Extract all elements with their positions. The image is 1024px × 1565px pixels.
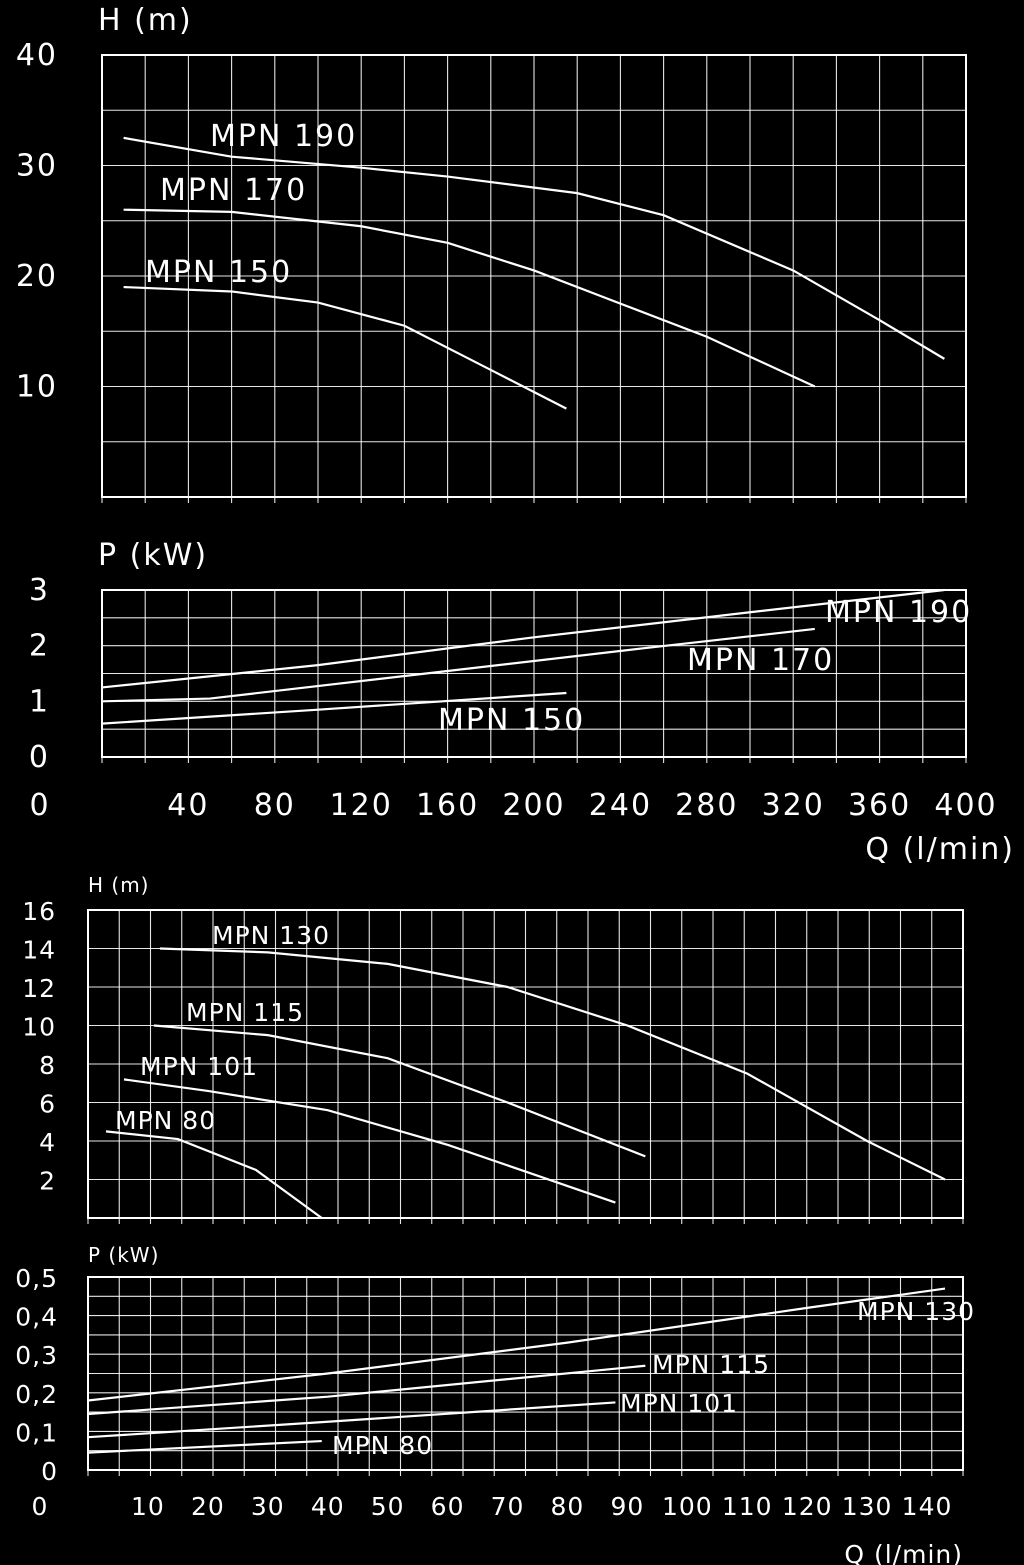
- upper_power-y-tick-label: 1: [29, 684, 50, 719]
- lower_head-y-tick-label: 16: [22, 897, 56, 926]
- lower_power-x-tick-label: 120: [782, 1492, 833, 1521]
- lower_power-series-label: MPN 130: [857, 1297, 975, 1326]
- lower_head-series-label: MPN 80: [115, 1106, 216, 1135]
- lower_power-x-origin-label: 0: [32, 1492, 49, 1521]
- lower_head-y-tick-label: 12: [22, 974, 56, 1003]
- lower_head-y-tick-label: 8: [39, 1051, 56, 1080]
- upper_head-y-axis-label: H (m): [98, 3, 193, 38]
- lower_power-series-label: MPN 115: [652, 1350, 770, 1379]
- upper_power-series-label: MPN 190: [825, 595, 972, 630]
- lower_power-series-line: [87, 1401, 616, 1439]
- lower_head-series-line: [105, 1130, 323, 1219]
- lower_power-x-tick-label: 110: [722, 1492, 773, 1521]
- lower_power-x-tick-label: 20: [191, 1492, 225, 1521]
- upper_power-x-tick-label: 400: [934, 788, 997, 823]
- lower_power-x-tick-label: 70: [491, 1492, 525, 1521]
- upper_power-series-label: MPN 170: [687, 643, 834, 678]
- upper_power-x-tick-label: 40: [167, 788, 209, 823]
- lower_power-x-tick-label: 60: [431, 1492, 465, 1521]
- upper_power-series-line: [101, 691, 567, 725]
- lower_power-series-label: MPN 80: [332, 1431, 433, 1460]
- lower_power-series-line: [87, 1364, 646, 1416]
- upper_head-series-line: [123, 285, 567, 410]
- upper_power-y-tick-label: 0: [29, 740, 50, 775]
- upper_power-x-tick-label: 200: [502, 788, 565, 823]
- lower_head-y-axis-label: H (m): [88, 873, 149, 897]
- upper_head-y-tick-label: 30: [16, 149, 58, 184]
- upper_power-x-tick-label: 360: [848, 788, 911, 823]
- upper_head-frame: [101, 54, 967, 498]
- lower_power-x-tick-label: 80: [551, 1492, 585, 1521]
- upper_head-series-line: [123, 208, 816, 388]
- lower_power-frame: [87, 1276, 964, 1471]
- lower_power-series-line: [87, 1439, 322, 1454]
- lower_power-x-tick-label: 50: [371, 1492, 405, 1521]
- lower_head-y-tick-label: 14: [22, 936, 56, 965]
- upper_head-y-tick-label: 40: [16, 38, 58, 73]
- lower_power-y-tick-label: 0,2: [15, 1380, 58, 1409]
- upper_power-x-tick-label: 240: [589, 788, 652, 823]
- lower_head-series-label: MPN 101: [140, 1052, 258, 1081]
- lower_power-y-tick-label: 0,1: [15, 1418, 58, 1447]
- lower_power-x-tick-label: 10: [131, 1492, 165, 1521]
- upper_power-series-line: [101, 588, 945, 689]
- lower_head-y-tick-label: 6: [39, 1090, 56, 1119]
- upper_head-y-tick-label: 20: [16, 259, 58, 294]
- lower_power-y-axis-label: P (kW): [88, 1243, 159, 1267]
- upper_head-series-label: MPN 170: [160, 173, 307, 208]
- lower_head-series-line: [159, 947, 946, 1181]
- upper_head-y-tick-label: 10: [16, 370, 58, 405]
- upper_power-x-origin-label: 0: [29, 788, 50, 823]
- lower_power-y-tick-label: 0,4: [15, 1303, 58, 1332]
- upper_power-frame: [101, 589, 967, 758]
- lower_power-x-tick-label: 140: [902, 1492, 953, 1521]
- lower_power-x-tick-label: 100: [662, 1492, 713, 1521]
- lower_head-y-tick-label: 2: [39, 1167, 56, 1196]
- lower_power-x-tick-label: 30: [251, 1492, 285, 1521]
- lower_power-y-tick-label: 0,3: [15, 1341, 58, 1370]
- upper_power-x-tick-label: 280: [675, 788, 738, 823]
- upper_power-x-tick-label: 160: [416, 788, 479, 823]
- upper_power-x-axis-label: Q (l/min): [865, 832, 1015, 867]
- lower_head-y-tick-label: 10: [22, 1013, 56, 1042]
- upper_power-y-tick-label: 3: [29, 573, 50, 608]
- upper_head-series-label: MPN 190: [210, 119, 357, 154]
- lower_power-x-tick-label: 40: [311, 1492, 345, 1521]
- lower_head-series-label: MPN 130: [212, 921, 330, 950]
- lower_head-series-label: MPN 115: [186, 998, 304, 1027]
- upper_head-series-label: MPN 150: [145, 255, 292, 290]
- upper_power-series-line: [101, 627, 815, 703]
- lower_power-y-tick-label: 0: [41, 1457, 58, 1486]
- lower_head-series-line: [123, 1078, 616, 1204]
- lower_power-x-axis-label: Q (l/min): [844, 1540, 963, 1565]
- lower_power-series-label: MPN 101: [620, 1389, 738, 1418]
- upper_power-x-tick-label: 320: [762, 788, 825, 823]
- upper_power-y-axis-label: P (kW): [98, 538, 208, 573]
- lower_power-x-tick-label: 90: [610, 1492, 644, 1521]
- lower_head-frame: [87, 909, 964, 1219]
- upper_head-series-line: [123, 136, 945, 360]
- upper_power-x-tick-label: 80: [254, 788, 296, 823]
- lower_head-series-line: [153, 1024, 646, 1158]
- lower_head-y-tick-label: 4: [39, 1128, 56, 1157]
- upper_power-x-tick-label: 120: [330, 788, 393, 823]
- lower_power-series-line: [87, 1287, 946, 1402]
- upper_power-y-tick-label: 2: [29, 629, 50, 664]
- lower_power-y-tick-label: 0,5: [15, 1264, 58, 1293]
- lower_power-x-tick-label: 130: [842, 1492, 893, 1521]
- upper_power-series-label: MPN 150: [438, 703, 585, 738]
